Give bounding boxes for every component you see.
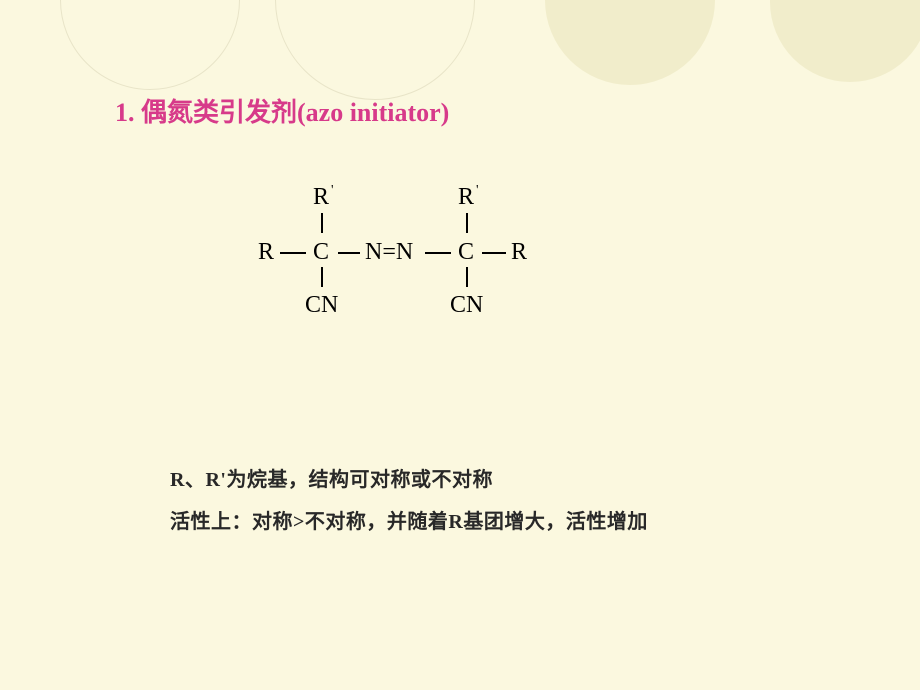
decorative-circle bbox=[770, 0, 920, 82]
bond bbox=[425, 252, 451, 254]
chemical-structure: R' R C CN N=N R' C R CN bbox=[258, 185, 618, 360]
bond bbox=[321, 267, 323, 287]
atom-N-double-N: N=N bbox=[365, 240, 413, 264]
decorative-circle bbox=[545, 0, 715, 85]
atom-R-prime-left: R' bbox=[313, 185, 332, 209]
decorative-circle bbox=[275, 0, 475, 100]
bond bbox=[280, 252, 306, 254]
atom-C-left: C bbox=[313, 240, 329, 264]
atom-C-right: C bbox=[458, 240, 474, 264]
bond bbox=[466, 213, 468, 233]
bond bbox=[482, 252, 506, 254]
note-line-2: 活性上：对称>不对称，并随着R基团增大，活性增加 bbox=[170, 505, 648, 534]
atom-R-left: R bbox=[258, 240, 274, 264]
bond bbox=[321, 213, 323, 233]
slide-title: 1. 偶氮类引发剂(azo initiator) bbox=[115, 92, 449, 129]
atom-R-prime-right: R' bbox=[458, 185, 477, 209]
atom-R-right: R bbox=[511, 240, 527, 264]
decorative-circle bbox=[60, 0, 240, 90]
bond bbox=[466, 267, 468, 287]
note-line-1: R、R'为烷基，结构可对称或不对称 bbox=[170, 463, 493, 492]
bond bbox=[338, 252, 360, 254]
atom-CN-left: CN bbox=[305, 293, 338, 317]
atom-CN-right: CN bbox=[450, 293, 483, 317]
